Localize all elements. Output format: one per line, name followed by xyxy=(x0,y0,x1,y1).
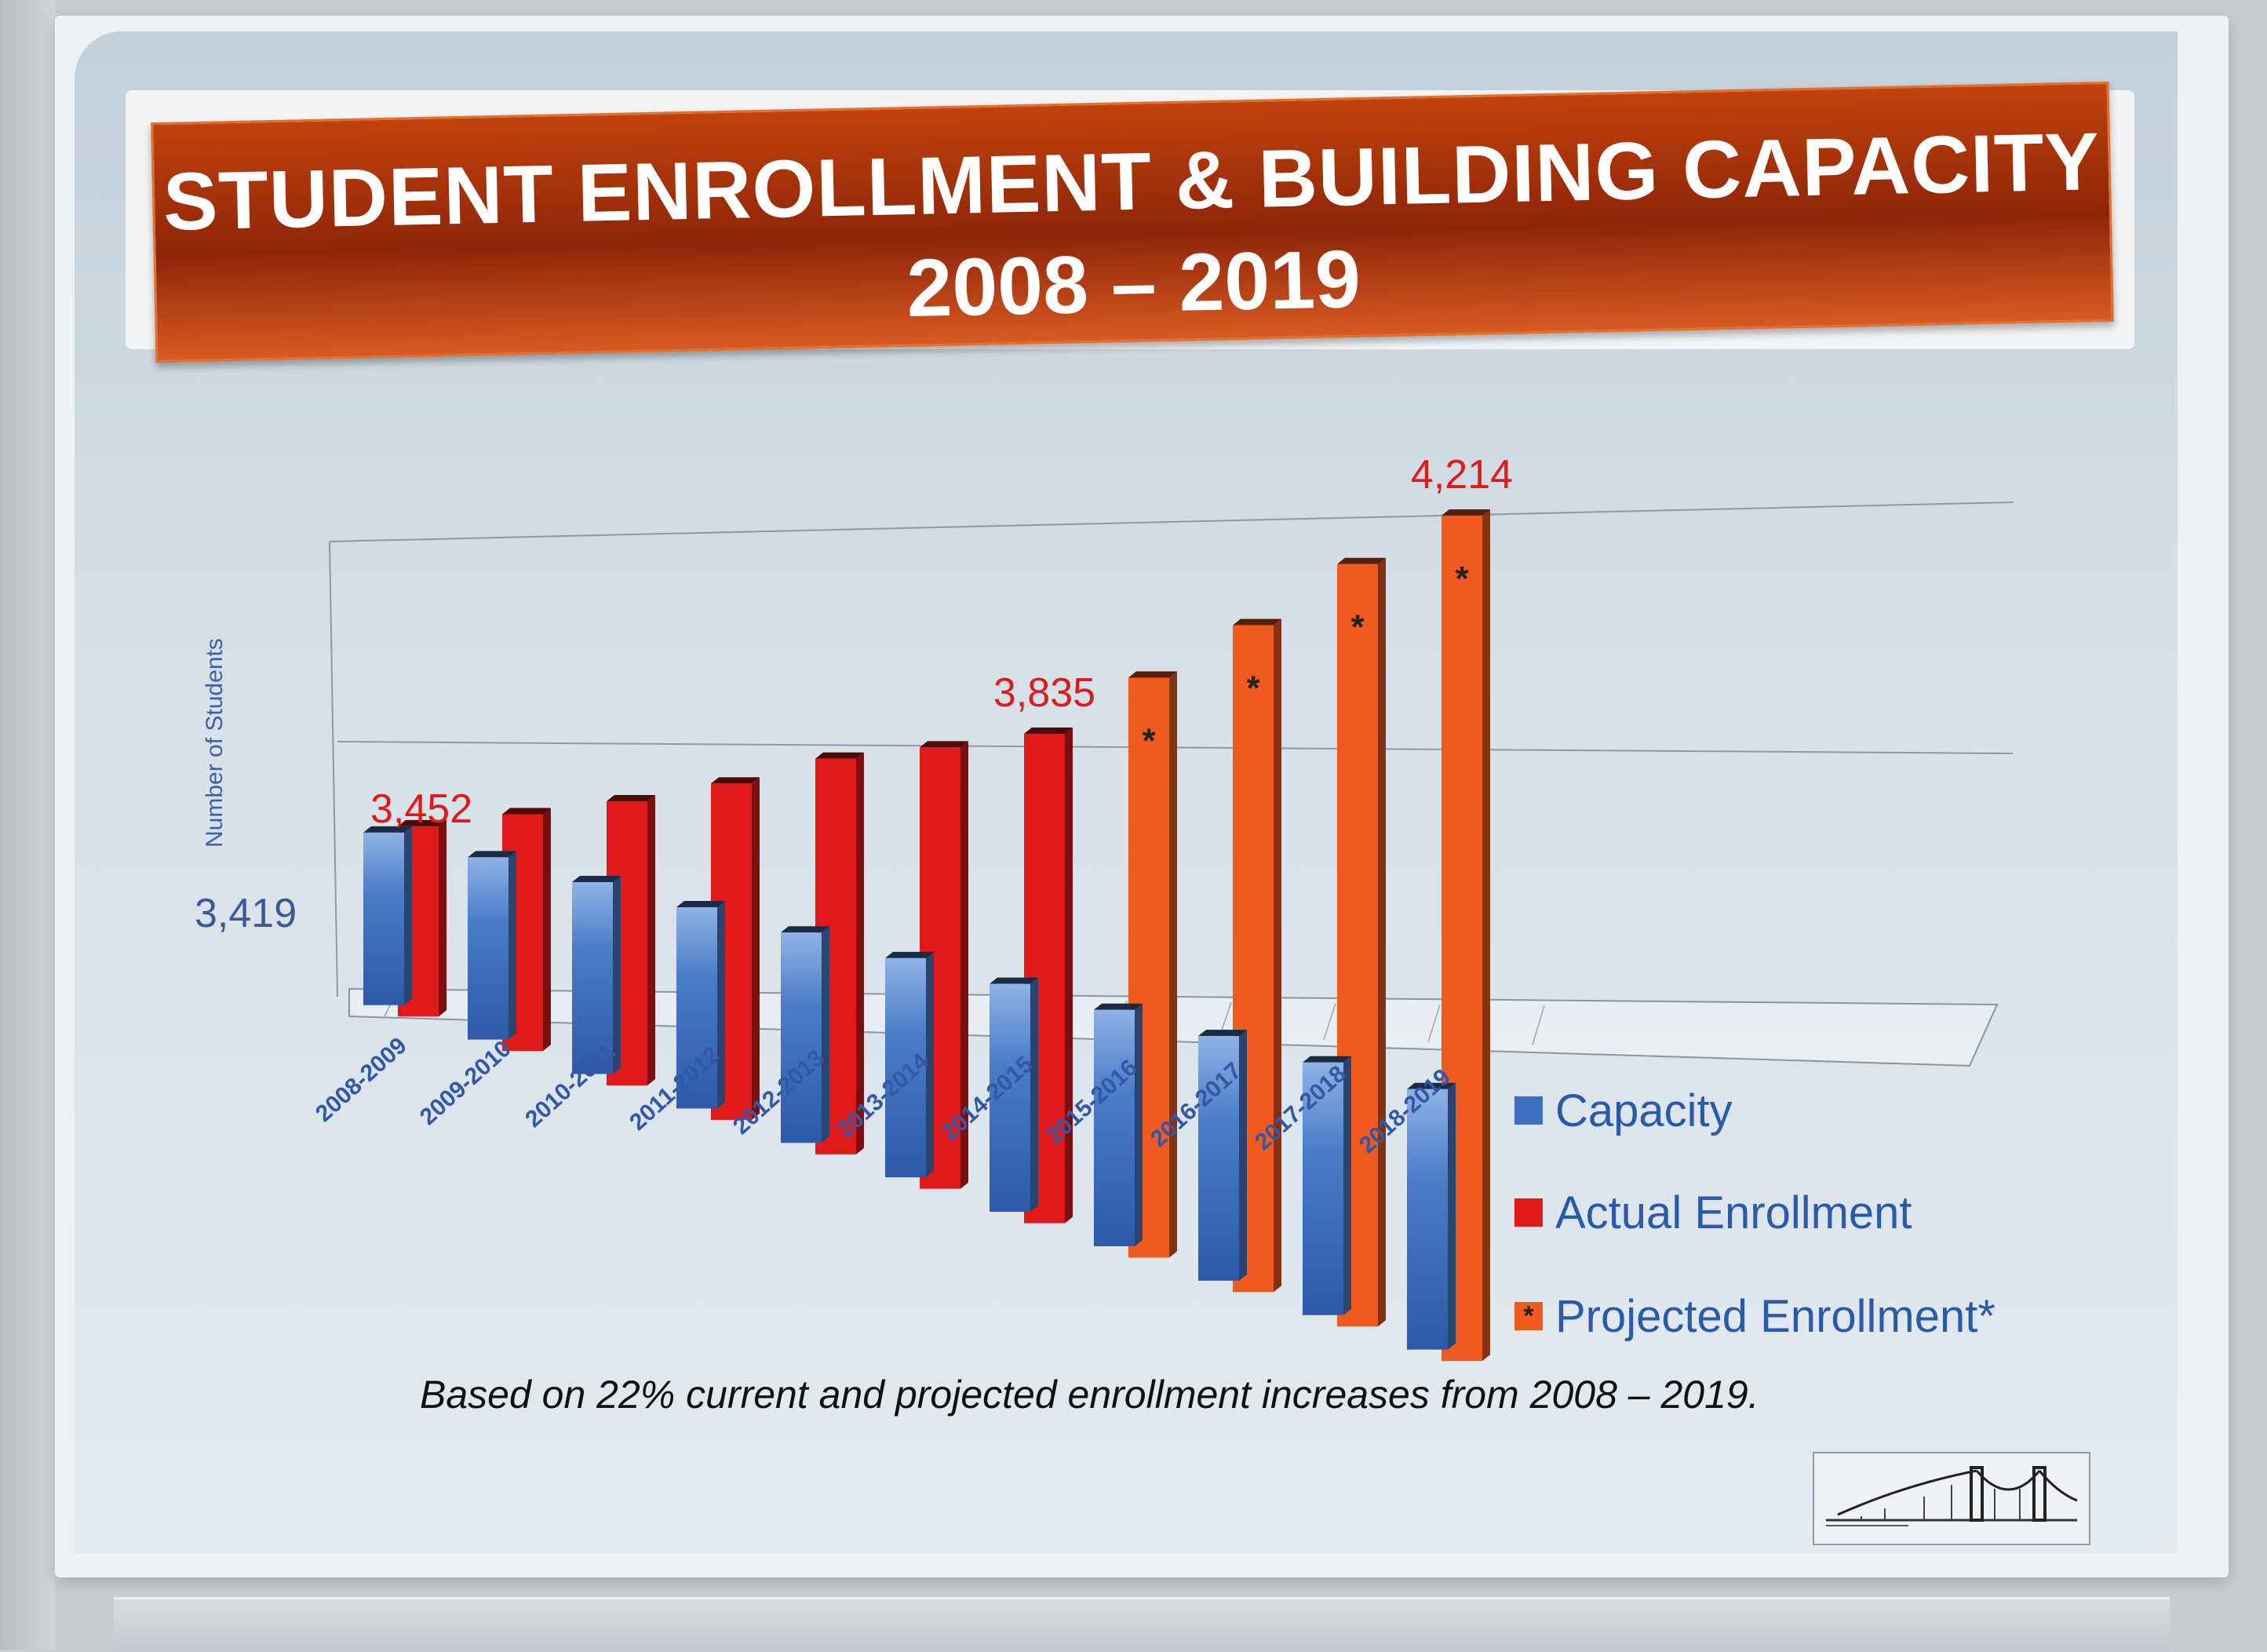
bar-capacity xyxy=(885,957,926,1178)
bar-capacity-side xyxy=(508,851,516,1040)
legend-item-capacity: Capacity xyxy=(1514,1083,1733,1138)
bar-capacity xyxy=(1407,1089,1448,1350)
bar-capacity-side xyxy=(1239,1030,1247,1281)
x-tick-label: 2009-2010 xyxy=(415,1036,516,1131)
bar-capacity-top xyxy=(468,851,516,858)
bar-actual-enrollment-top xyxy=(815,752,864,759)
bar-capacity-side xyxy=(1343,1056,1351,1315)
bar-projected-enrollment-side xyxy=(1482,509,1490,1362)
bar-actual-enrollment-side xyxy=(1065,727,1073,1224)
bar-capacity-side xyxy=(822,926,829,1143)
data-label: 3,835 xyxy=(993,670,1095,716)
bar-actual-enrollment-side xyxy=(960,741,968,1189)
bar-capacity-top xyxy=(1407,1082,1456,1089)
floor-tick xyxy=(1427,1004,1441,1043)
floor-tick xyxy=(1323,1003,1336,1040)
bar-actual-enrollment-side xyxy=(543,808,551,1052)
legend-item-actual: Actual Enrollment xyxy=(1514,1185,1912,1240)
bar-actual-enrollment-top xyxy=(920,741,968,748)
bar-capacity xyxy=(781,932,822,1143)
floor-tick xyxy=(1532,1005,1545,1045)
data-label: 3,452 xyxy=(370,786,472,832)
bar-capacity-top xyxy=(885,951,934,958)
next-slide-edge xyxy=(114,1597,2170,1652)
projected-marker: * xyxy=(1350,608,1365,647)
monitor-edge xyxy=(0,0,55,1650)
bar-capacity-side xyxy=(404,826,412,1005)
bar-projected-enrollment-top xyxy=(1128,671,1177,678)
bar-actual-enrollment-top xyxy=(711,777,760,784)
bar-projected-enrollment-top xyxy=(1441,509,1490,516)
bar-capacity xyxy=(572,882,613,1074)
bar-capacity-top xyxy=(1198,1030,1247,1037)
bar-capacity-top xyxy=(363,826,412,833)
bar-capacity-side xyxy=(1448,1082,1456,1350)
bar-capacity-top xyxy=(1094,1003,1143,1010)
bar-capacity-side xyxy=(717,901,725,1109)
chart-legend: Capacity Actual Enrollment * Projected E… xyxy=(1514,1083,2142,1366)
bar-capacity xyxy=(1198,1036,1239,1281)
bar-projected-enrollment-side xyxy=(1274,618,1281,1293)
bar-projected-enrollment-side xyxy=(1378,557,1386,1327)
footnote: Based on 22% current and projected enrol… xyxy=(420,1373,1759,1417)
x-tick-label: 2010-2011 xyxy=(520,1039,620,1132)
bar-projected-enrollment-top xyxy=(1233,618,1281,625)
projected-marker: * xyxy=(1246,669,1260,708)
bar-capacity xyxy=(468,857,508,1040)
bar-capacity-top xyxy=(781,926,829,933)
bar-capacity xyxy=(1094,1009,1135,1246)
bar-capacity-side xyxy=(926,951,934,1178)
bar-capacity-side xyxy=(613,876,621,1074)
back-wall-edge xyxy=(329,541,338,997)
data-label: 4,214 xyxy=(1411,452,1513,498)
bar-actual-enrollment-side xyxy=(647,795,655,1086)
bar-capacity xyxy=(676,907,717,1109)
projected-marker: * xyxy=(1455,560,1469,598)
bar-capacity-top xyxy=(676,901,725,908)
bar-capacity-top xyxy=(990,977,1038,984)
legend-item-projected: * Projected Enrollment* xyxy=(1514,1289,1995,1344)
legend-swatch-projected: * xyxy=(1514,1302,1543,1330)
legend-swatch-capacity xyxy=(1514,1096,1543,1125)
bar-actual-enrollment-side xyxy=(856,752,864,1154)
bar-projected-enrollment-top xyxy=(1337,557,1386,564)
projected-marker: * xyxy=(1142,722,1156,760)
legend-label-projected: Projected Enrollment* xyxy=(1555,1290,1995,1342)
gridline xyxy=(329,501,2014,542)
bar-capacity xyxy=(1303,1062,1343,1315)
bar-capacity-side xyxy=(1030,977,1038,1213)
bar-projected-enrollment-side xyxy=(1169,671,1177,1258)
y-axis-label: Number of Students xyxy=(202,638,228,848)
bar-capacity-side xyxy=(1135,1003,1143,1246)
data-label: 3,419 xyxy=(195,891,297,936)
x-tick-label: 2008-2009 xyxy=(311,1033,412,1128)
bar-actual-enrollment-top xyxy=(1024,727,1073,734)
bar-capacity-top xyxy=(1303,1056,1351,1063)
bar-actual-enrollment-top xyxy=(607,795,655,802)
legend-label-capacity: Capacity xyxy=(1555,1085,1733,1136)
bar-capacity xyxy=(990,983,1030,1213)
bar-actual-enrollment-top xyxy=(398,819,446,826)
legend-swatch-actual xyxy=(1514,1198,1543,1227)
bar-actual-enrollment-side xyxy=(752,777,760,1120)
bar-capacity-top xyxy=(572,876,621,883)
bar-capacity xyxy=(363,832,404,1005)
bar-actual-enrollment-side xyxy=(439,819,446,1017)
bar-actual-enrollment-top xyxy=(502,808,551,815)
legend-label-actual: Actual Enrollment xyxy=(1555,1187,1912,1238)
logo xyxy=(1813,1452,2090,1545)
bridge-icon xyxy=(1826,1466,2078,1526)
